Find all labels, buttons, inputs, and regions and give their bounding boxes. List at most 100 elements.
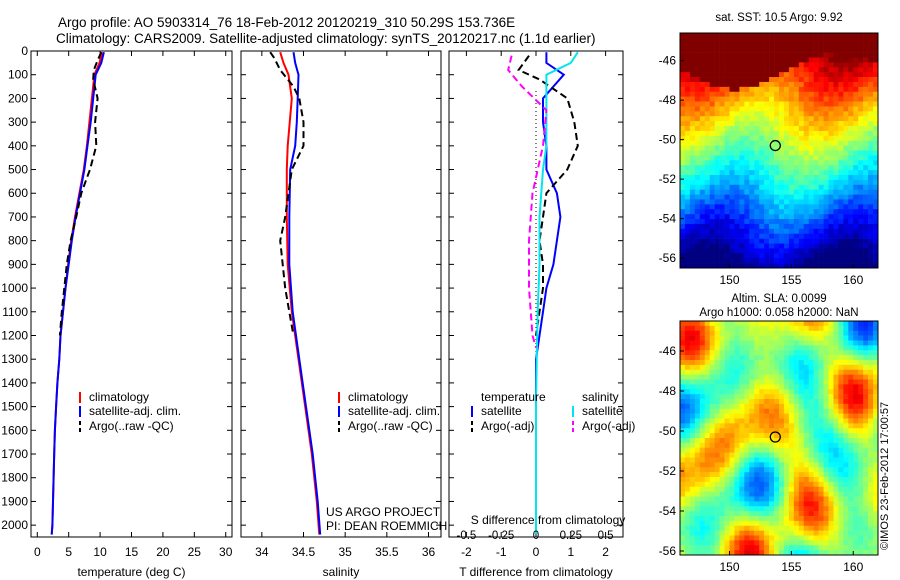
map-cell — [699, 516, 706, 522]
map-cell — [853, 477, 859, 483]
map-cell — [823, 184, 829, 190]
map-cell — [808, 345, 814, 351]
map-cell — [729, 228, 735, 235]
map-cell — [734, 364, 740, 371]
map-cell — [813, 360, 819, 366]
map-y-tick-label: -56 — [659, 544, 677, 558]
map-x-tick-label: 155 — [781, 560, 801, 574]
map-cell — [818, 243, 824, 249]
map-cell — [709, 360, 715, 366]
map-cell — [744, 145, 750, 151]
map-cell — [694, 184, 701, 190]
map-cell — [704, 321, 710, 327]
map-cell — [868, 52, 874, 58]
map-cell — [798, 81, 805, 88]
map-cell — [843, 62, 849, 68]
map-cell — [749, 545, 755, 551]
map-cell — [714, 243, 720, 249]
map-cell — [689, 233, 696, 239]
map-cell — [828, 535, 834, 541]
map-cell — [838, 486, 844, 492]
map-cell — [699, 223, 706, 230]
map-cell — [680, 96, 686, 102]
map-cell — [783, 47, 790, 53]
map-cell — [868, 403, 874, 410]
map-cell — [868, 550, 874, 556]
map-cell — [734, 170, 740, 176]
map-cell — [680, 248, 686, 254]
map-cell — [823, 233, 829, 239]
map-cell — [803, 67, 809, 73]
map-cell — [680, 516, 686, 522]
map-cell — [853, 204, 859, 210]
map-cell — [813, 340, 819, 346]
map-cell — [704, 77, 710, 83]
map-cell — [699, 42, 706, 48]
map-cell — [714, 238, 720, 244]
map-cell — [754, 350, 760, 356]
map-cell — [759, 545, 765, 551]
map-cell — [828, 511, 834, 517]
map-cell — [764, 145, 770, 151]
map-cell — [868, 238, 874, 244]
map-cell — [818, 219, 824, 225]
map-cell — [709, 374, 715, 380]
map-cell — [759, 101, 765, 107]
map-cell — [779, 57, 785, 63]
map-cell — [724, 67, 730, 73]
map-cell — [813, 179, 819, 186]
map-cell — [793, 472, 800, 478]
map-cell — [873, 209, 879, 215]
map-cell — [788, 135, 795, 142]
map-cell — [843, 135, 849, 142]
map-cell — [749, 394, 755, 400]
map-cell — [828, 243, 834, 249]
map-cell — [764, 140, 770, 146]
map-cell — [709, 72, 715, 78]
map-cell — [818, 57, 824, 63]
map-cell — [699, 330, 706, 336]
map-cell — [729, 428, 735, 434]
map-cell — [848, 214, 854, 220]
map-cell — [843, 364, 849, 371]
map-cell — [833, 472, 839, 478]
map-cell — [774, 91, 780, 97]
map-cell — [818, 179, 824, 186]
map-cell — [754, 394, 760, 400]
map-cell — [774, 184, 780, 190]
map-cell — [868, 86, 874, 93]
map-cell — [694, 428, 701, 434]
map-cell — [769, 214, 775, 220]
map-cell — [774, 253, 780, 259]
map-cell — [808, 355, 814, 361]
map-cell — [818, 369, 824, 375]
map-cell — [783, 111, 790, 117]
map-cell — [818, 189, 824, 195]
map-cell — [719, 52, 725, 58]
map-cell — [833, 219, 839, 225]
map-cell — [823, 47, 829, 53]
map-cell — [798, 369, 805, 375]
map-cell — [843, 408, 849, 414]
map-cell — [863, 462, 869, 468]
map-cell — [858, 472, 864, 478]
map-cell — [788, 214, 795, 220]
map-cell — [704, 486, 710, 492]
map-cell — [803, 550, 809, 556]
map-cell — [699, 457, 706, 463]
map-cell — [873, 263, 879, 269]
map-cell — [689, 486, 696, 492]
map-cell — [769, 325, 775, 332]
map-cell — [858, 52, 864, 58]
map-cell — [684, 47, 691, 53]
map-cell — [808, 413, 814, 419]
map-cell — [833, 360, 839, 366]
map-cell — [783, 135, 790, 142]
map-cell — [853, 530, 859, 536]
map-cell — [818, 516, 824, 522]
map-cell — [823, 321, 829, 327]
map-cell — [769, 111, 775, 117]
map-cell — [813, 135, 819, 142]
map-cell — [833, 384, 839, 390]
map-cell — [704, 130, 710, 137]
